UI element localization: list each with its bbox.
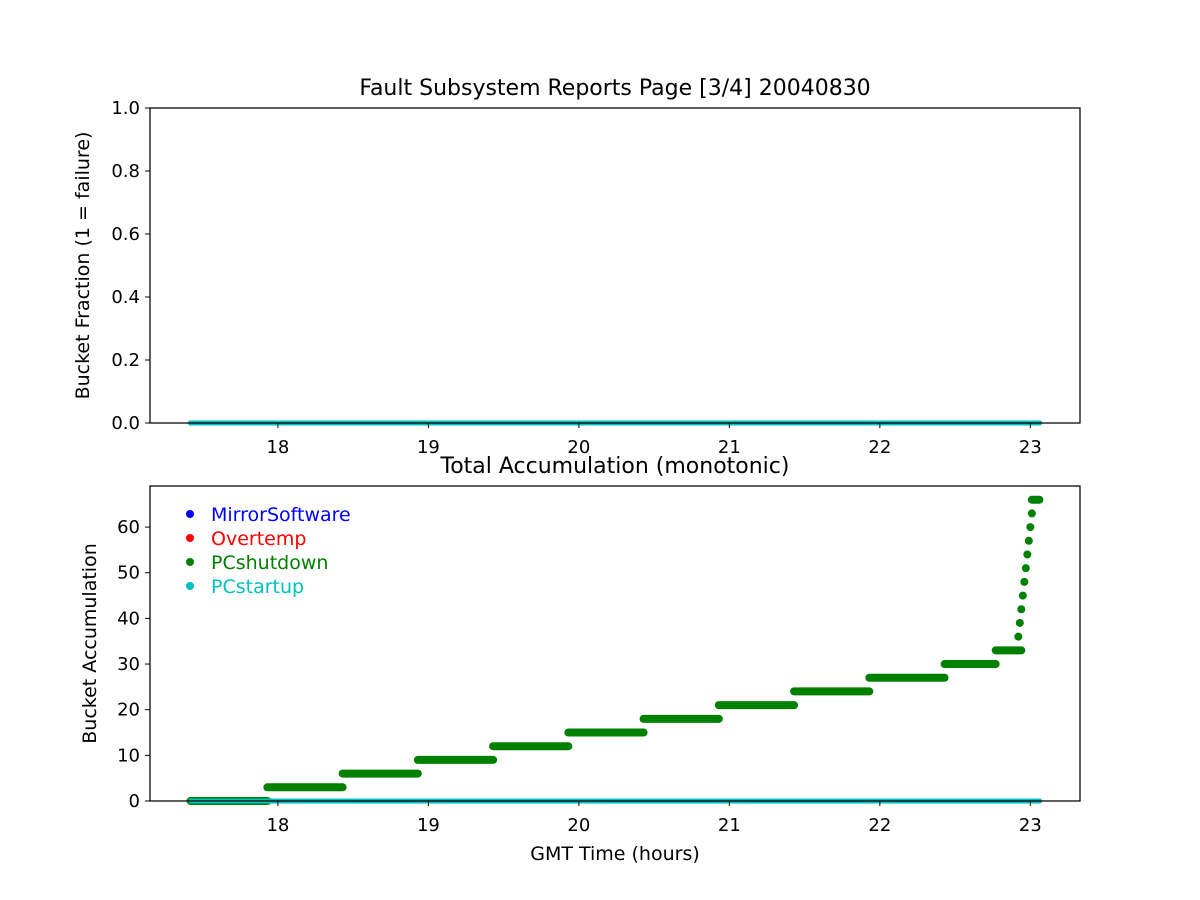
legend-entry: MirrorSoftware bbox=[211, 504, 351, 526]
x-tick-label: 22 bbox=[868, 815, 891, 836]
data-point bbox=[1020, 577, 1029, 586]
x-tick-label: 19 bbox=[417, 437, 440, 458]
data-point bbox=[1014, 632, 1023, 641]
y-tick-label: 10 bbox=[117, 745, 140, 766]
data-point bbox=[1027, 509, 1036, 518]
y-tick-label: 0.6 bbox=[111, 224, 140, 245]
data-point bbox=[1015, 618, 1024, 627]
y-tick-label: 0.2 bbox=[111, 350, 140, 371]
legend-marker bbox=[186, 558, 194, 566]
data-point bbox=[1018, 591, 1027, 600]
y-tick-label: 40 bbox=[117, 608, 140, 629]
y-tick-label: 0 bbox=[129, 791, 140, 812]
y-tick-label: 30 bbox=[117, 654, 140, 675]
legend: MirrorSoftwareOvertempPCshutdownPCstartu… bbox=[186, 504, 351, 598]
x-tick-label: 19 bbox=[417, 815, 440, 836]
x-tick-label: 23 bbox=[1019, 815, 1042, 836]
bottom-chart-panel: 18 19 20 21 22 23 0 10 20 30 40 50 60 Total Accumulat… bbox=[79, 454, 1081, 865]
data-point bbox=[1023, 550, 1032, 559]
y-tick-label: 50 bbox=[117, 563, 140, 584]
legend-entry: Overtemp bbox=[211, 528, 306, 550]
y-tick-label: 0.8 bbox=[111, 161, 140, 182]
y-axis-label: Bucket Fraction (1 = failure) bbox=[72, 132, 94, 400]
x-tick-label: 23 bbox=[1019, 437, 1042, 458]
legend-marker bbox=[186, 510, 194, 518]
y-tick-label: 0.0 bbox=[111, 413, 140, 434]
x-tick-label: 20 bbox=[567, 437, 590, 458]
legend-marker bbox=[186, 582, 194, 590]
data-point bbox=[1024, 536, 1033, 545]
top-chart-panel: 18 19 20 21 22 23 0.0 0.2 0.4 0.6 0.8 1.0 Fault Subs… bbox=[72, 76, 1081, 458]
data-point bbox=[1017, 605, 1026, 614]
axes-frame bbox=[149, 485, 1081, 802]
x-axis-label: GMT Time (hours) bbox=[530, 843, 700, 865]
data-point bbox=[1026, 523, 1035, 532]
legend-entry: PCshutdown bbox=[211, 552, 328, 574]
y-tick-label: 20 bbox=[117, 700, 140, 721]
chart-title: Total Accumulation (monotonic) bbox=[440, 454, 790, 479]
y-tick-label: 0.4 bbox=[111, 287, 140, 308]
legend-entry: PCstartup bbox=[211, 576, 304, 598]
legend-marker bbox=[186, 534, 194, 542]
axes-frame bbox=[149, 107, 1081, 424]
x-tick-label: 21 bbox=[718, 437, 741, 458]
chart-title: Fault Subsystem Reports Page [3/4] 20040… bbox=[359, 76, 870, 101]
y-tick-label: 60 bbox=[117, 517, 140, 538]
x-tick-label: 21 bbox=[718, 815, 741, 836]
y-axis-label: Bucket Accumulation bbox=[79, 543, 101, 744]
data-point bbox=[1021, 564, 1030, 573]
x-tick-label: 18 bbox=[266, 815, 289, 836]
y-tick-label: 1.0 bbox=[111, 98, 140, 119]
x-tick-label: 20 bbox=[567, 815, 590, 836]
x-tick-label: 22 bbox=[868, 437, 891, 458]
x-tick-label: 18 bbox=[266, 437, 289, 458]
